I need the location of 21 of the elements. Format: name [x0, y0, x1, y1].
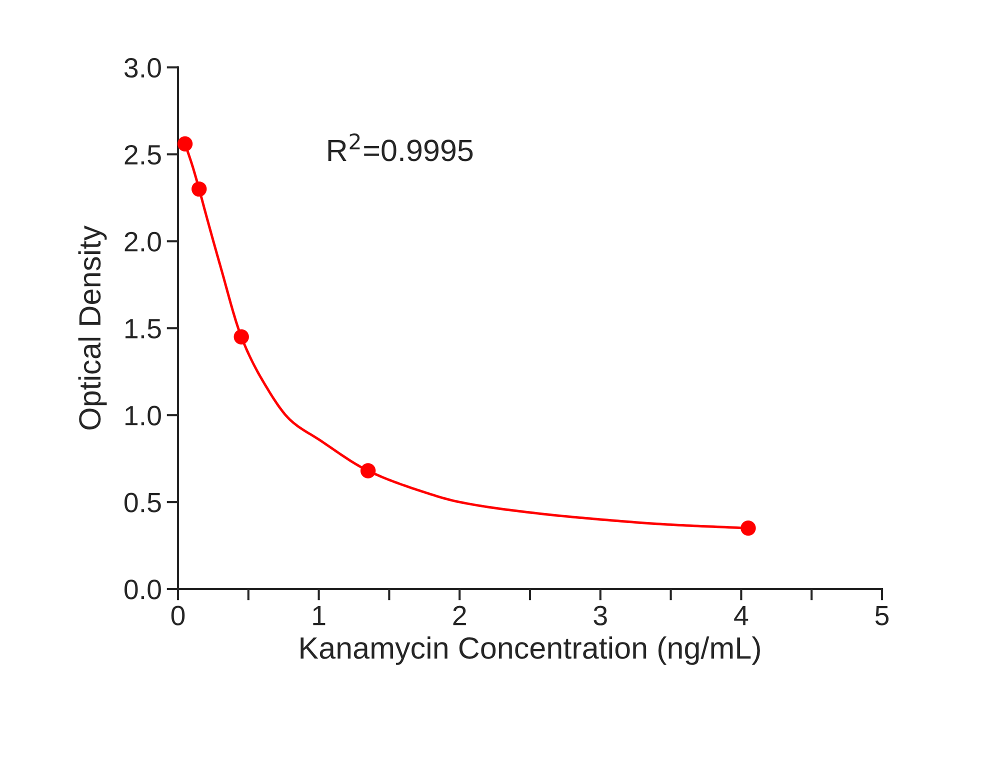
point	[360, 463, 376, 478]
y-tick-label: 1.0	[126, 406, 161, 426]
point	[177, 136, 193, 152]
x-tick-label: 3	[594, 606, 607, 626]
point	[740, 520, 756, 536]
point	[192, 181, 207, 197]
y-tick-label: 0.0	[124, 580, 161, 600]
x-axis-title: Kanamycin Concentration (ng/mL)	[300, 636, 760, 665]
y-tick-label: 1.5	[126, 319, 161, 339]
x-tick-label: 0	[171, 606, 185, 626]
y-axis-title: Optical Density	[78, 225, 107, 430]
x-tick-label: 4	[734, 606, 748, 626]
y-tick-label: 3.0	[124, 58, 161, 78]
annotation: R$^{2}$=0.9995	[328, 133, 473, 162]
x-tick-label: 2	[453, 606, 466, 626]
y-tick-label: 2.0	[124, 232, 161, 252]
y-tick-label: 2.5	[124, 144, 161, 165]
point	[234, 329, 249, 344]
x-tick-label: 1	[313, 606, 326, 626]
y-tick-label: 0.5	[124, 492, 161, 512]
x-tick-label: 5	[875, 606, 889, 626]
